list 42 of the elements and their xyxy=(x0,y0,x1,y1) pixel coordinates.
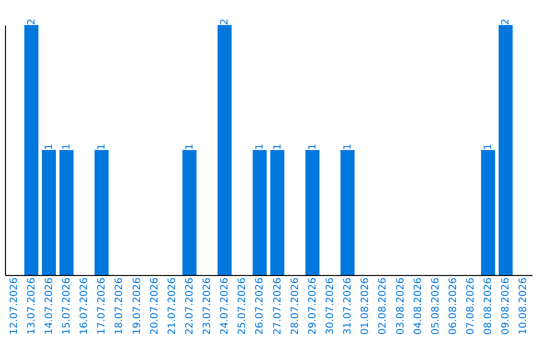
x-tick-label: 08.08.2026 xyxy=(483,278,494,335)
x-tick-label: 21.07.2026 xyxy=(166,278,178,335)
x-tick-label: 07.08.2026 xyxy=(466,278,477,335)
data-label: 2 xyxy=(26,18,38,25)
data-label: 1 xyxy=(307,144,318,150)
x-tick-label: 31.07.2026 xyxy=(342,278,354,335)
x-tick-label: 06.08.2026 xyxy=(448,278,459,335)
x-tick-label: 25.07.2026 xyxy=(237,278,248,335)
x-tick-label: 26.07.2026 xyxy=(254,278,266,335)
x-tick-label: 15.07.2026 xyxy=(61,278,72,335)
x-tick-label: 12.07.2026 xyxy=(8,278,20,335)
x-tick-label: 04.08.2026 xyxy=(412,278,424,335)
x-tick-label: 10.08.2026 xyxy=(518,278,530,335)
x-tick-label: 14.07.2026 xyxy=(44,278,55,335)
x-tick-label: 27.07.2026 xyxy=(272,278,284,335)
data-label: 1 xyxy=(342,144,354,150)
data-label: 1 xyxy=(61,144,72,150)
x-tick-label: 28.07.2026 xyxy=(290,278,301,335)
data-label: 1 xyxy=(184,144,196,150)
data-label: 2 xyxy=(500,18,512,25)
x-tick-label: 13.07.2026 xyxy=(26,278,38,335)
data-label: 1 xyxy=(44,144,55,150)
data-label: 1 xyxy=(272,144,284,150)
x-tick-label: 01.08.2026 xyxy=(360,278,372,335)
data-label: 1 xyxy=(96,144,108,150)
x-tick-label: 09.08.2026 xyxy=(500,278,512,335)
data-label: 1 xyxy=(483,144,494,150)
x-tick-label: 24.07.2026 xyxy=(220,278,231,335)
x-tick-label: 30.07.2026 xyxy=(324,278,336,335)
x-tick-label: 29.07.2026 xyxy=(307,278,318,335)
x-tick-label: 17.07.2026 xyxy=(96,278,108,335)
data-label: 1 xyxy=(254,144,266,150)
x-tick-label: 02.08.2026 xyxy=(378,278,389,335)
x-tick-label: 22.07.2026 xyxy=(184,278,196,335)
x-tick-label: 05.08.2026 xyxy=(430,278,442,335)
x-tick-label: 03.08.2026 xyxy=(395,278,406,335)
x-tick-label: 16.07.2026 xyxy=(79,278,90,335)
data-label: 2 xyxy=(220,18,231,25)
x-tick-label: 18.07.2026 xyxy=(114,278,126,335)
x-tick-label: 19.07.2026 xyxy=(132,278,143,335)
x-tick-label: 20.07.2026 xyxy=(149,278,160,335)
x-tick-label: 23.07.2026 xyxy=(202,278,214,335)
